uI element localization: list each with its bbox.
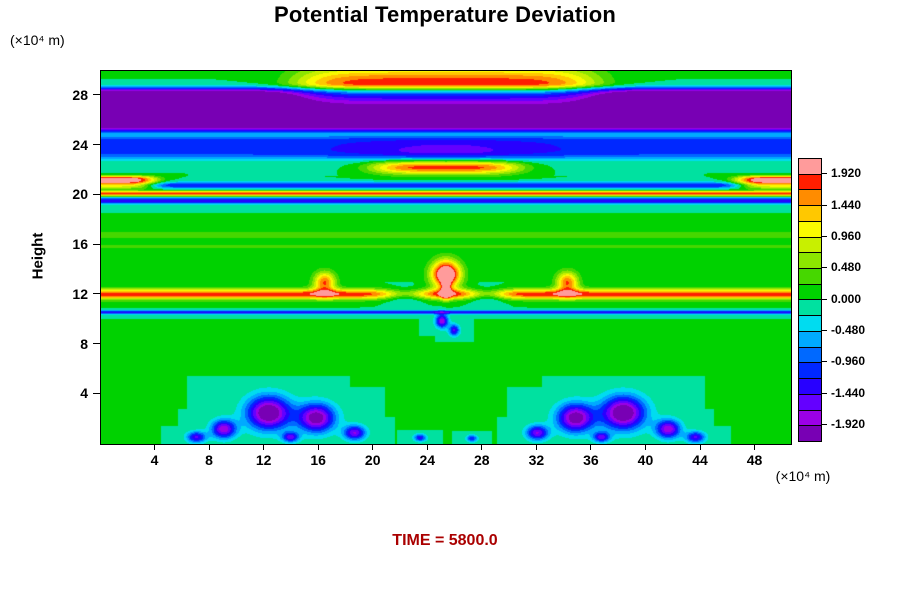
y-axis-tick-label: 20 <box>72 186 88 203</box>
colorbar <box>798 158 822 442</box>
y-axis-tick <box>93 94 100 96</box>
y-axis-tick-label: 16 <box>72 236 88 253</box>
y-axis-tick <box>93 392 100 394</box>
colorbar-tick <box>822 267 827 269</box>
x-axis-tick <box>481 444 483 450</box>
colorbar-tick-label: 0.000 <box>831 291 862 306</box>
x-axis-tick-label: 4 <box>150 452 159 468</box>
x-axis-tick <box>263 444 265 450</box>
time-annotation: TIME = 5800.0 <box>392 532 498 549</box>
colorbar-tick <box>822 423 827 425</box>
y-axis-tick <box>93 144 100 146</box>
colorbar-segment <box>799 362 821 379</box>
colorbar-segment <box>799 236 821 253</box>
colorbar-segment <box>799 378 821 394</box>
colorbar-segment <box>799 189 821 206</box>
colorbar-tick <box>822 204 827 206</box>
heatmap-canvas <box>101 71 791 444</box>
y-axis-tick <box>93 243 100 245</box>
colorbar-segment <box>799 425 821 441</box>
colorbar-tick-label: -1.440 <box>831 385 866 400</box>
colorbar-tick-label: 1.920 <box>831 166 862 181</box>
colorbar-tick <box>822 173 827 175</box>
x-axis-tick-label: 44 <box>692 452 708 468</box>
y-axis-tick <box>93 343 100 345</box>
y-axis-tick-label: 4 <box>80 385 88 402</box>
x-axis-tick <box>590 444 592 450</box>
colorbar-segment <box>799 283 821 300</box>
colorbar-segment <box>799 346 821 363</box>
colorbar-segment <box>799 220 821 237</box>
x-axis-tick-label: 8 <box>205 452 213 468</box>
y-axis-tick-label: 12 <box>72 285 88 302</box>
x-axis-tick <box>154 444 156 450</box>
x-axis-tick-label: 48 <box>746 452 763 468</box>
colorbar-tick <box>822 392 827 394</box>
x-axis-tick-label: 32 <box>528 452 545 468</box>
colorbar-tick <box>822 235 827 237</box>
y-axis-tick <box>93 193 100 195</box>
chart-title: Potential Temperature Deviation <box>274 2 616 27</box>
x-axis-tick <box>426 444 428 450</box>
colorbar-tick <box>822 298 827 300</box>
plot-area <box>100 70 792 445</box>
x-axis-tick <box>372 444 374 450</box>
x-axis-tick <box>699 444 701 450</box>
colorbar-tick <box>822 361 827 363</box>
y-axis-tick <box>93 293 100 295</box>
colorbar-segment <box>799 330 821 347</box>
y-axis-tick-label: 24 <box>72 136 88 153</box>
colorbar-tick <box>822 329 827 331</box>
colorbar-segment <box>799 252 821 269</box>
colorbar-segment <box>799 409 821 426</box>
x-axis-tick <box>535 444 537 450</box>
colorbar-tick-label: 0.960 <box>831 228 862 243</box>
y-axis-tick-label: 8 <box>80 335 88 352</box>
x-axis-tick <box>208 444 210 450</box>
colorbar-tick-label: 1.440 <box>831 197 862 212</box>
x-axis-tick-label: 28 <box>474 452 490 468</box>
x-axis-tick <box>644 444 646 450</box>
colorbar-tick-label: -1.920 <box>831 416 866 431</box>
x-axis-tick-label: 12 <box>255 452 272 468</box>
x-axis-tick <box>317 444 319 450</box>
x-axis-tick-label: 36 <box>583 452 599 468</box>
x-axis-tick-label: 40 <box>637 452 654 468</box>
x-axis-unit-label: (×10⁴ m) <box>775 468 831 484</box>
x-axis-tick <box>754 444 756 450</box>
colorbar-segment <box>799 205 821 221</box>
colorbar-segment <box>799 173 821 190</box>
x-axis-tick-label: 20 <box>364 452 381 468</box>
x-axis-tick-label: 16 <box>310 452 326 468</box>
colorbar-tick-label: -0.960 <box>831 354 866 369</box>
colorbar-segment <box>799 268 821 284</box>
colorbar-segment <box>799 299 821 316</box>
colorbar-tick-label: -0.480 <box>831 322 866 337</box>
colorbar-tick-label: 0.480 <box>831 260 862 275</box>
y-axis-unit-label: (×10⁴ m) <box>10 32 65 48</box>
colorbar-segment <box>799 315 821 331</box>
y-axis-tick-label: 28 <box>72 86 88 103</box>
colorbar-segment <box>799 159 821 174</box>
x-axis-tick-label: 24 <box>419 452 436 468</box>
colorbar-segment <box>799 393 821 410</box>
